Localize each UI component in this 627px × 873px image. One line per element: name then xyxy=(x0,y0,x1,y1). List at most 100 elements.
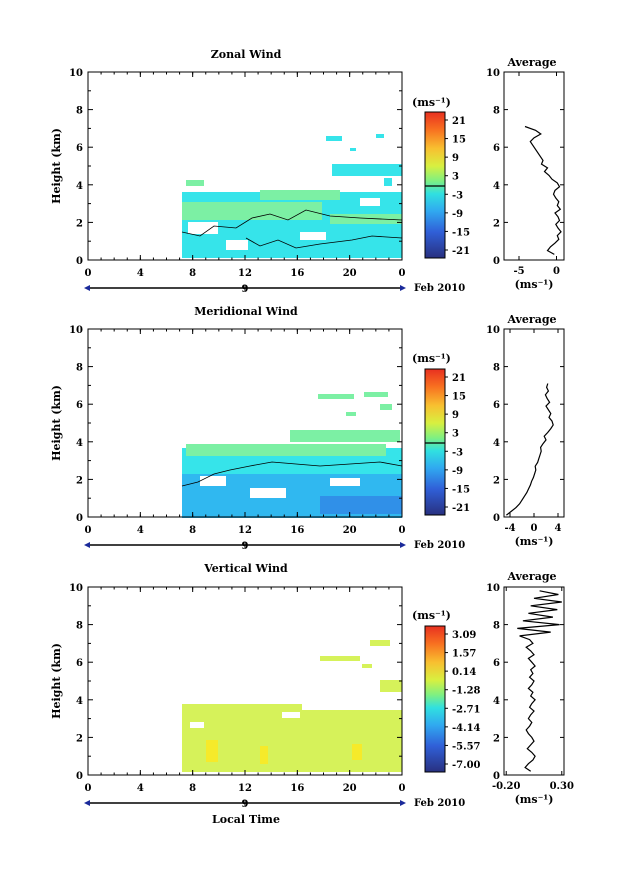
average-border xyxy=(503,71,565,261)
y-tick-label: 6 xyxy=(76,400,83,411)
y-tick-label: 10 xyxy=(69,68,83,79)
x-tick-label: 8 xyxy=(189,268,196,279)
colorbar-tick-label: -21 xyxy=(452,503,470,514)
average-y-tick-label: 4 xyxy=(493,181,500,192)
x-tick-label: 20 xyxy=(343,525,357,536)
colorbar-tick-label: 3 xyxy=(452,172,459,183)
average-y-tick-label: 6 xyxy=(493,400,500,411)
colorbar-tick-label: 3 xyxy=(452,429,459,440)
wind-region-updraft xyxy=(206,740,218,762)
colorbar-unit: (ms⁻¹) xyxy=(412,609,451,622)
x-tick-label: 0 xyxy=(399,783,406,794)
heatmap-cells xyxy=(181,392,403,518)
average-y-tick-label: 10 xyxy=(486,325,500,336)
x-tick-label: 8 xyxy=(189,525,196,536)
day-label: 9 xyxy=(242,799,249,810)
colorbar-tick-label: -2.71 xyxy=(452,704,481,715)
data-gap xyxy=(190,722,204,728)
data-gap xyxy=(200,476,226,486)
y-tick-label: 10 xyxy=(69,583,83,594)
wind-region-slight xyxy=(182,704,302,712)
wind-region-upper xyxy=(384,178,392,186)
x-tick-label: 20 xyxy=(343,268,357,279)
average-x-axis-title: (ms⁻¹) xyxy=(515,278,554,291)
colorbar: (ms⁻¹) 21 15 9 3 -3 -9 -15 -21 xyxy=(412,96,470,259)
data-gap xyxy=(226,240,248,250)
day-label: 9 xyxy=(242,541,249,552)
colorbar-tick-label: -15 xyxy=(452,227,470,238)
x-tick-label: 0 xyxy=(85,783,92,794)
colorbar-tick-label: -3 xyxy=(452,447,463,458)
data-gap xyxy=(330,478,360,486)
average-profile: Average 0 2 4 6 8 10 -0.20 0.30(ms⁻¹) xyxy=(486,570,574,806)
y-tick-label: 0 xyxy=(76,513,83,524)
wind-region-negative xyxy=(320,496,402,514)
colorbar-tick-label: -9 xyxy=(452,209,463,220)
colorbar-tick-label: 21 xyxy=(452,116,466,127)
colorbar-tick-label: 9 xyxy=(452,410,459,421)
average-x-axis-title: (ms⁻¹) xyxy=(515,535,554,548)
zero-contour xyxy=(181,209,403,237)
panel-vertical: Vertical Wind 0 2 4 6 8 10 Height (km) 0 4 8 12 16 2… xyxy=(50,562,574,826)
colorbar-tick-label: -3 xyxy=(452,190,463,201)
date-label: Feb 2010 xyxy=(414,283,465,294)
colorbar-unit: (ms⁻¹) xyxy=(412,96,451,109)
zero-contour xyxy=(245,235,403,249)
x-tick-label: 16 xyxy=(290,268,304,279)
wind-region-positive xyxy=(290,430,400,442)
date-label: Feb 2010 xyxy=(414,798,465,809)
colorbar-tick-label: -4.14 xyxy=(452,723,481,734)
wind-region-positive xyxy=(182,202,322,220)
arrow-right-icon xyxy=(400,800,406,806)
x-tick-label: 16 xyxy=(290,783,304,794)
wind-region-updraft xyxy=(352,744,362,760)
zero-contour xyxy=(181,461,403,487)
x-tick-label: 0 xyxy=(399,525,406,536)
average-title: Average xyxy=(506,313,556,326)
colorbar-tick-label: -7.00 xyxy=(452,760,481,771)
colorbar-unit: (ms⁻¹) xyxy=(412,352,451,365)
y-axis-title: Height (km) xyxy=(50,643,63,719)
wind-region-updraft xyxy=(260,746,268,764)
colorbar-tick-label: -15 xyxy=(452,484,470,495)
data-gap xyxy=(360,198,380,206)
x-tick-label: 12 xyxy=(238,268,252,279)
wind-region-upper xyxy=(380,680,402,692)
data-gap xyxy=(300,232,326,240)
x-tick-label: 0 xyxy=(399,268,406,279)
y-tick-label: 6 xyxy=(76,143,83,154)
colorbar-tick-label: 15 xyxy=(452,135,466,146)
wind-region-upper xyxy=(346,412,356,416)
average-x-tick-label: -0.20 xyxy=(492,781,521,792)
colorbar-tick-label: -1.28 xyxy=(452,686,481,697)
colorbar-gradient xyxy=(424,625,446,773)
colorbar-tick-label: 3.09 xyxy=(452,630,476,641)
wind-region-positive xyxy=(330,214,402,224)
average-x-tick-label: 4 xyxy=(555,523,562,534)
average-border xyxy=(503,586,565,776)
wind-region-upper xyxy=(332,164,402,176)
chart-title: Vertical Wind xyxy=(203,562,288,575)
x-tick-label: 0 xyxy=(85,268,92,279)
average-y-tick-label: 8 xyxy=(493,106,500,117)
wind-region-positive xyxy=(186,444,386,456)
heatmap-cells xyxy=(182,640,402,772)
wind-region-upper xyxy=(376,134,384,138)
y-tick-label: 4 xyxy=(76,696,83,707)
average-y-tick-label: 0 xyxy=(493,256,500,267)
y-tick-label: 10 xyxy=(69,325,83,336)
wind-region-upper xyxy=(364,392,388,397)
y-tick-label: 6 xyxy=(76,658,83,669)
x-tick-label: 4 xyxy=(137,783,144,794)
average-y-tick-label: 6 xyxy=(493,143,500,154)
data-gap xyxy=(188,222,218,234)
panel-meridional: Meridional Wind 0 2 4 6 8 10 Height (km) 0 4 8 12 1… xyxy=(50,305,565,552)
arrow-right-icon xyxy=(400,542,406,548)
colorbar-tick-label: -9 xyxy=(452,466,463,477)
colorbar-tick-label: -21 xyxy=(452,246,470,257)
plot-frame: 0 2 4 6 8 10 Height (km) 0 4 8 12 16 20 0 9 Feb 2010 xyxy=(50,325,465,552)
